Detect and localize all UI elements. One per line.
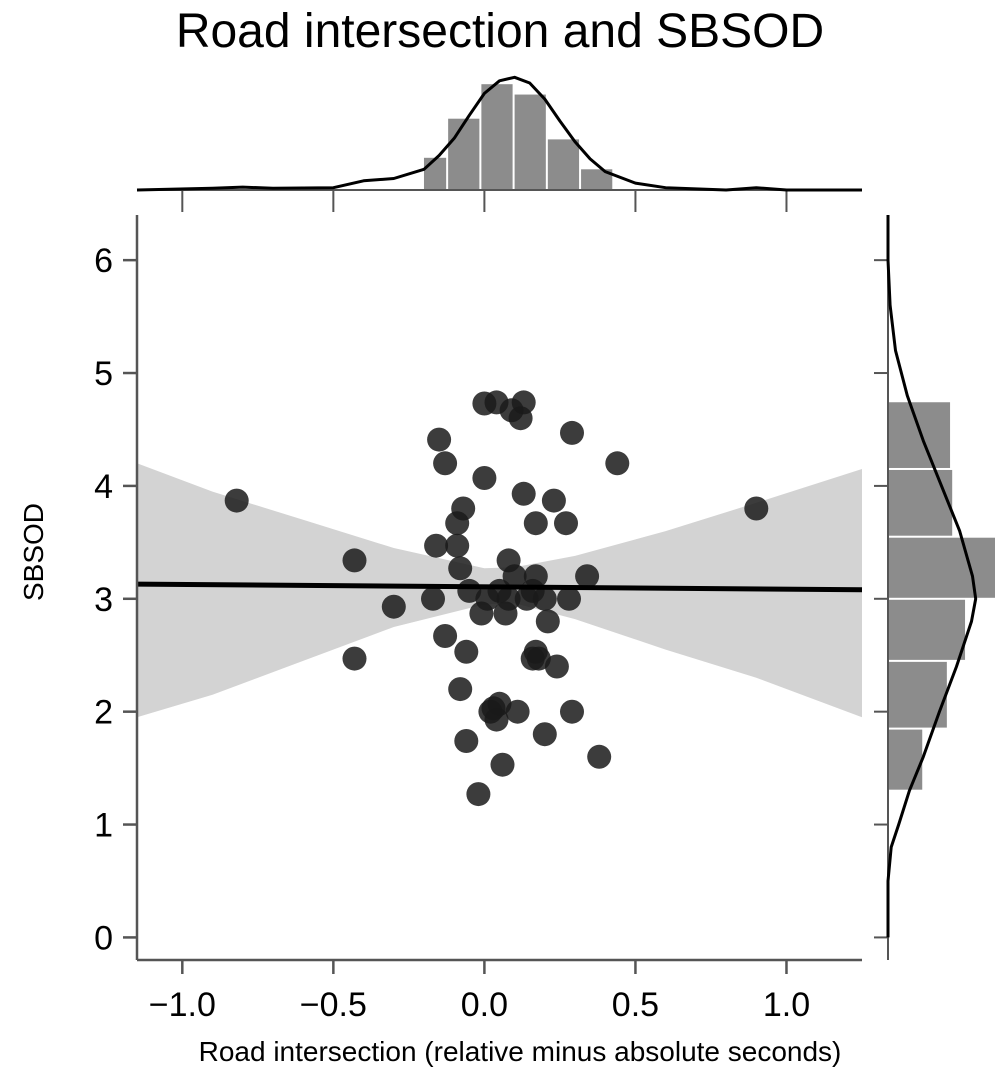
data-point	[535, 609, 560, 634]
y-tick-label: 1	[94, 807, 113, 845]
y-histogram-bar	[888, 729, 923, 790]
data-point	[541, 488, 566, 513]
y-histogram-bar	[888, 537, 995, 598]
x-tick-label: −1.0	[149, 986, 216, 1024]
data-point	[526, 646, 551, 671]
data-point	[496, 586, 521, 611]
y-tick-label: 4	[94, 468, 113, 506]
data-point	[424, 533, 449, 558]
data-point	[342, 646, 367, 671]
regression-line	[136, 581, 863, 593]
data-point	[523, 564, 548, 589]
data-point	[451, 496, 476, 521]
data-point	[472, 466, 497, 490]
x-histogram-bar	[481, 84, 513, 190]
y-histogram-bar	[888, 402, 951, 468]
data-point	[466, 782, 491, 807]
data-point	[445, 533, 470, 558]
data-point	[605, 451, 630, 476]
y-tick-label: 3	[94, 581, 113, 619]
y-tick-label: 0	[94, 919, 113, 957]
data-point	[224, 488, 249, 513]
chart-title: Road intersection and SBSOD	[175, 5, 825, 58]
data-point	[532, 586, 557, 611]
regression-line-layer	[136, 581, 863, 593]
data-point	[487, 691, 512, 716]
y-tick-label: 5	[94, 355, 113, 393]
data-point	[560, 699, 584, 724]
x-tick-label: 1.0	[763, 986, 810, 1024]
data-point	[557, 586, 581, 611]
data-point	[427, 427, 452, 452]
x-tick-label: −0.5	[300, 986, 367, 1024]
data-point	[523, 511, 548, 536]
data-point	[532, 722, 557, 747]
y-tick-label: 2	[94, 694, 113, 732]
x-tick-label: 0.0	[461, 986, 508, 1024]
data-point	[342, 548, 367, 573]
y-axis-label: SBSOD	[18, 502, 49, 602]
data-point	[505, 699, 530, 724]
data-point	[511, 481, 536, 506]
axes: 0 1 2 3 4 5 6 −1.0 −0.5 0.0 0.5 1.0	[94, 215, 862, 1024]
data-point	[587, 744, 612, 769]
y-histogram-bar	[888, 599, 966, 660]
data-point	[448, 556, 473, 581]
data-point	[575, 564, 600, 589]
data-point	[433, 451, 458, 476]
data-point	[511, 390, 536, 415]
x-tick-label: 0.5	[612, 986, 659, 1024]
data-point	[554, 511, 578, 536]
marginal-x-distribution	[136, 75, 862, 212]
x-axis-label: Road intersection (relative minus absolu…	[198, 1036, 842, 1067]
data-point	[454, 639, 479, 664]
data-point	[502, 564, 527, 589]
y-kde-curve	[886, 215, 978, 938]
data-point	[421, 586, 445, 611]
data-point	[381, 594, 406, 619]
scatter-points	[224, 390, 769, 807]
data-point	[544, 654, 569, 679]
x-histogram-bar	[423, 157, 447, 190]
x-histogram-bar	[514, 94, 546, 190]
data-point	[433, 624, 458, 648]
x-kde-curve	[136, 75, 862, 192]
data-point	[560, 420, 584, 445]
data-point	[448, 677, 473, 702]
marginal-y-distribution	[874, 215, 995, 960]
y-tick-label: 6	[94, 242, 113, 280]
x-histogram-bar	[547, 139, 580, 190]
x-histogram-bar	[448, 118, 480, 190]
data-point	[744, 496, 769, 521]
x-histogram-bar	[581, 169, 613, 190]
y-histogram-bar	[888, 469, 953, 536]
data-point	[454, 729, 479, 753]
data-point	[490, 752, 515, 777]
